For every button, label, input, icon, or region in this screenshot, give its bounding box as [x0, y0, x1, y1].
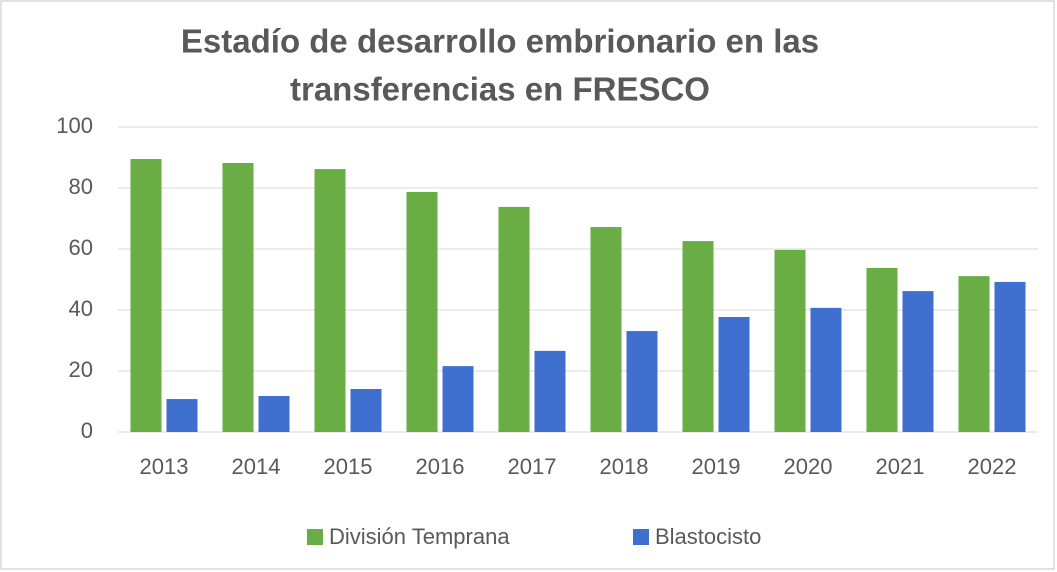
- bar: [902, 291, 934, 432]
- bar: [442, 366, 474, 432]
- chart-title: transferencias en FRESCO: [290, 71, 710, 108]
- x-tick-label: 2017: [508, 454, 557, 479]
- bar: [258, 396, 290, 432]
- bar: [590, 227, 622, 432]
- bar: [350, 388, 382, 432]
- legend-swatch: [633, 529, 649, 545]
- bar: [866, 267, 898, 432]
- x-tick-label: 2021: [876, 454, 925, 479]
- bar: [994, 281, 1026, 432]
- x-tick-label: 2016: [416, 454, 465, 479]
- bar: [166, 399, 198, 432]
- bar: [626, 331, 658, 432]
- y-tick-label: 0: [81, 418, 93, 443]
- legend-label: División Temprana: [329, 524, 510, 549]
- bar: [810, 307, 842, 432]
- y-tick-label: 20: [69, 357, 93, 382]
- chart-title: Estadío de desarrollo embrionario en las: [181, 23, 819, 60]
- bar: [498, 206, 530, 432]
- bar: [534, 350, 566, 432]
- bar: [682, 241, 714, 432]
- bar: [222, 162, 254, 433]
- y-tick-label: 60: [69, 235, 93, 260]
- y-tick-label: 80: [69, 174, 93, 199]
- x-tick-label: 2015: [324, 454, 373, 479]
- bar: [314, 169, 346, 432]
- bar: [406, 191, 438, 432]
- bar: [718, 317, 750, 432]
- y-tick-label: 100: [56, 113, 93, 138]
- x-tick-label: 2022: [968, 454, 1017, 479]
- bar: [958, 276, 990, 432]
- x-tick-label: 2014: [232, 454, 281, 479]
- bar: [130, 159, 162, 432]
- x-tick-label: 2013: [140, 454, 189, 479]
- bar: [774, 249, 806, 432]
- legend-label: Blastocisto: [655, 524, 761, 549]
- x-tick-label: 2018: [600, 454, 649, 479]
- legend-swatch: [307, 529, 323, 545]
- x-tick-label: 2020: [784, 454, 833, 479]
- x-tick-label: 2019: [692, 454, 741, 479]
- y-tick-label: 40: [69, 296, 93, 321]
